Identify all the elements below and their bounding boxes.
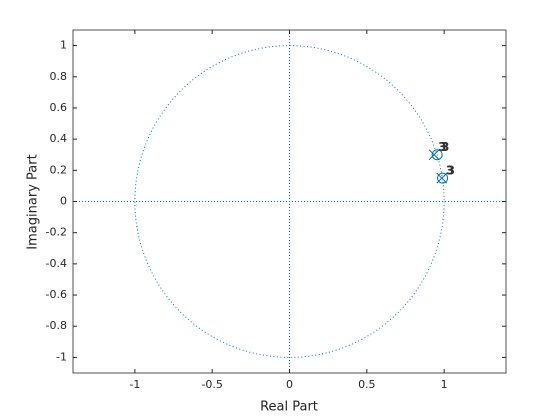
y-axis-label: Imaginary Part xyxy=(26,154,41,249)
unit-circle xyxy=(134,45,445,358)
y-tick-label: -0.2 xyxy=(46,226,67,239)
y-tick-label: 0 xyxy=(60,195,67,208)
y-tick-label: 0.6 xyxy=(50,101,68,114)
pole-marker xyxy=(436,172,448,184)
y-tick-label: 0.8 xyxy=(50,70,68,83)
x-axis-label: Real Part xyxy=(260,400,318,415)
zero-marker xyxy=(431,149,443,161)
pole-marker xyxy=(428,149,440,161)
y-tick-label: 1 xyxy=(60,39,67,52)
multiplicity-label: 3 xyxy=(441,140,449,154)
y-tick-label: -0.6 xyxy=(46,288,67,301)
y-tick-label: -0.4 xyxy=(46,257,67,270)
x-tick-label: 0 xyxy=(286,378,293,391)
x-tick-label: 1 xyxy=(441,378,448,391)
multiplicity-label: 3 xyxy=(446,164,454,178)
multiplicity-label: 3 xyxy=(438,140,446,154)
y-tick-label: 0.4 xyxy=(50,132,68,145)
zero-marker xyxy=(437,172,449,184)
y-tick-label: -0.8 xyxy=(46,319,67,332)
y-tick-label: -1 xyxy=(56,350,67,363)
y-tick-label: 0.2 xyxy=(50,163,68,176)
multiplicity-label: 3 xyxy=(447,164,455,178)
x-tick-label: 0.5 xyxy=(358,378,376,391)
x-tick-label: -0.5 xyxy=(201,378,222,391)
x-tick-label: -1 xyxy=(129,378,140,391)
